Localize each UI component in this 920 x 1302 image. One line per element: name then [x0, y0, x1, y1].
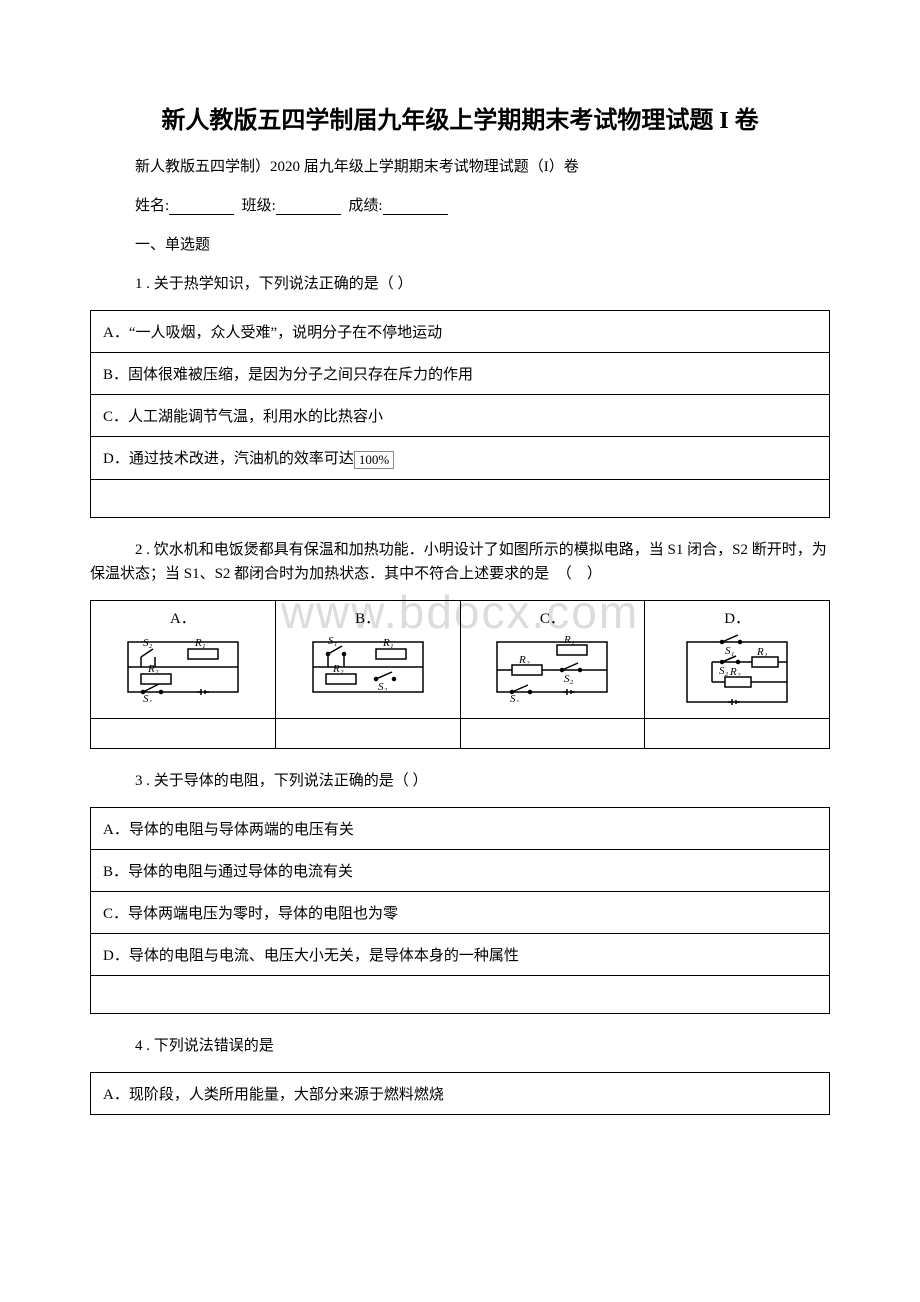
- q2-b-label: B．: [282, 607, 454, 628]
- q3-option-c: C．导体两端电压为零时，导体的电阻也为零: [91, 891, 830, 933]
- q3-stem: 3 . 关于导体的电阻，下列说法正确的是（ ）: [90, 769, 830, 793]
- page-title: 新人教版五四学制届九年级上学期期末考试物理试题 I 卷: [90, 100, 830, 135]
- q1-d-value: 100%: [354, 451, 394, 469]
- q2-option-d: D． S₁: [645, 600, 830, 718]
- q3-option-d: D．导体的电阻与电流、电压大小无关，是导体本身的一种属性: [91, 933, 830, 975]
- q1-option-c: C．人工湖能调节气温，利用水的比热容小: [91, 395, 830, 437]
- q2-empty-b: [275, 718, 460, 748]
- q2-option-a: A． S₂ R₁ R₂: [91, 600, 276, 718]
- q1-option-b: B．固体很难被压缩，是因为分子之间只存在斥力的作用: [91, 353, 830, 395]
- q1-option-d: D．通过技术改进，汽油机的效率可达100%: [91, 437, 830, 480]
- svg-text:R₁: R₁: [382, 637, 394, 649]
- document-content: 新人教版五四学制届九年级上学期期末考试物理试题 I 卷 新人教版五四学制）202…: [90, 100, 830, 1115]
- svg-text:S₁: S₁: [328, 635, 338, 647]
- svg-text:S₁: S₁: [143, 693, 153, 702]
- q2-d-label: D．: [651, 607, 823, 628]
- q2-a-circuit: S₂ R₁ R₂ S₁: [113, 632, 253, 702]
- q3-option-a: A．导体的电阻与导体两端的电压有关: [91, 807, 830, 849]
- q2-option-c: C． R₁ R₂: [460, 600, 645, 718]
- svg-text:S₂: S₂: [378, 681, 388, 693]
- q2-empty-d: [645, 718, 830, 748]
- q2-empty-c: [460, 718, 645, 748]
- q4-options-table: A．现阶段，人类所用能量，大部分来源于燃料燃烧: [90, 1072, 830, 1115]
- subtitle: 新人教版五四学制）2020 届九年级上学期期末考试物理试题（I）卷: [90, 155, 830, 176]
- q3-option-b: B．导体的电阻与通过导体的电流有关: [91, 849, 830, 891]
- svg-text:S₁: S₁: [725, 645, 735, 657]
- q1-d-prefix: D．通过技术改进，汽油机的效率可达: [103, 451, 354, 467]
- q2-a-label: A．: [97, 607, 269, 628]
- class-blank: [276, 199, 341, 215]
- q1-empty-row: [91, 479, 830, 517]
- q4-option-a: A．现阶段，人类所用能量，大部分来源于燃料燃烧: [91, 1072, 830, 1114]
- svg-text:S₂: S₂: [564, 673, 574, 685]
- q2-c-circuit: R₁ R₂ S₂ S₁: [482, 632, 622, 702]
- q3-options-table: A．导体的电阻与导体两端的电压有关 B．导体的电阻与通过导体的电流有关 C．导体…: [90, 807, 830, 1014]
- q2-empty-a: [91, 718, 276, 748]
- section-header: 一、单选题: [90, 233, 830, 254]
- q1-option-a: A．“一人吸烟，众人受难”，说明分子在不停地运动: [91, 311, 830, 353]
- name-label: 姓名:: [135, 198, 169, 214]
- q2-b-circuit: S₁ R₁ R₂ S₂: [298, 632, 438, 702]
- class-label: 班级:: [242, 198, 276, 214]
- q2-options-table: A． S₂ R₁ R₂: [90, 600, 830, 749]
- svg-text:S₂: S₂: [143, 637, 153, 649]
- svg-text:R₂: R₂: [147, 663, 159, 675]
- svg-text:R₂: R₂: [729, 666, 741, 678]
- name-blank: [169, 199, 234, 215]
- q3-empty-row: [91, 975, 830, 1013]
- q2-d-circuit: S₁ S₂ R₁: [667, 632, 807, 712]
- svg-text:R₁: R₁: [756, 646, 768, 658]
- score-blank: [383, 199, 448, 215]
- score-label: 成绩:: [348, 198, 382, 214]
- svg-text:R₂: R₂: [332, 663, 344, 675]
- svg-text:R₁: R₁: [194, 637, 206, 649]
- svg-text:R₁: R₁: [563, 634, 575, 646]
- form-line: 姓名: 班级: 成绩:: [90, 194, 830, 215]
- q4-stem: 4 . 下列说法错误的是: [90, 1034, 830, 1058]
- q2-c-label: C．: [467, 607, 639, 628]
- svg-text:S₁: S₁: [510, 693, 520, 702]
- q2-option-b: B． S₁ R₁: [275, 600, 460, 718]
- svg-text:S₂: S₂: [719, 665, 729, 677]
- q1-stem: 1 . 关于热学知识，下列说法正确的是（ ）: [90, 272, 830, 296]
- q1-options-table: A．“一人吸烟，众人受难”，说明分子在不停地运动 B．固体很难被压缩，是因为分子…: [90, 310, 830, 518]
- svg-text:R₂: R₂: [518, 654, 530, 666]
- q2-stem: 2 . 饮水机和电饭煲都具有保温和加热功能．小明设计了如图所示的模拟电路，当 S…: [90, 538, 830, 586]
